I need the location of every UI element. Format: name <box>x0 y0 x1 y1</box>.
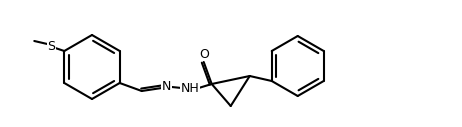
Text: NH: NH <box>180 83 199 96</box>
Text: O: O <box>199 47 209 60</box>
Text: S: S <box>47 39 55 52</box>
Text: N: N <box>162 80 171 92</box>
